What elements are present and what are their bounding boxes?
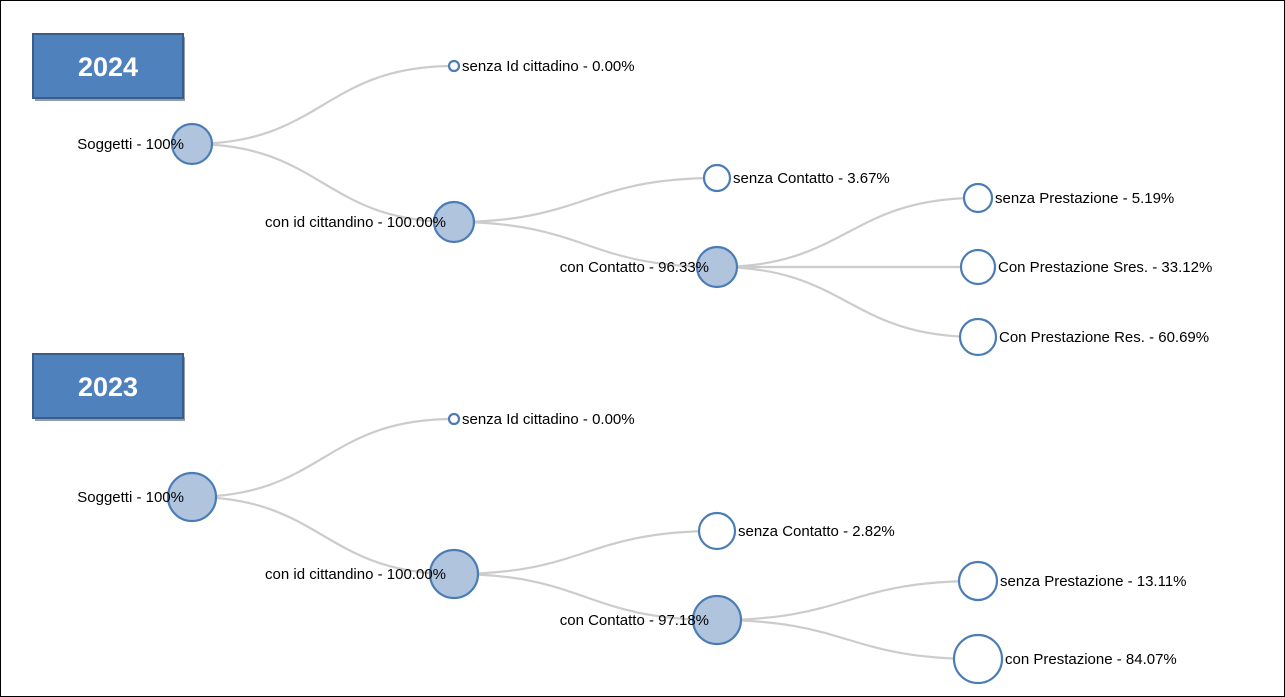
node-label: Con Prestazione Sres. - 33.12% [998,259,1212,276]
node-con-prestazione: con Prestazione - 84.07% [952,633,1177,685]
node-label: con id cittandino - 100.00% [265,566,446,583]
tree-2024: 2024 Soggetti - 100% senza Id cittadino - … [32,33,1212,357]
link-con-contatto-to-senza-prestazione [716,579,979,622]
node-con-id: con id cittandino - 100.00% [265,548,480,600]
year-badge-label: 2023 [78,372,138,402]
node-prestazione-res: Con Prestazione Res. - 60.69% [958,317,1209,357]
node-label: con Contatto - 96.33% [560,259,709,276]
node-circle [166,471,218,523]
node-label: senza Id cittadino - 0.00% [462,411,635,428]
node-senza-contatto: senza Contatto - 3.67% [702,163,890,193]
node-circle [952,633,1004,685]
node-senza-contatto: senza Contatto - 2.82% [697,511,895,551]
link-con-contatto-to-senza-prestazione [716,196,979,269]
node-prestazione-sres: Con Prestazione Sres. - 33.12% [959,248,1212,286]
node-circle [962,182,994,214]
node-circle [432,200,476,244]
node-label: con Prestazione - 84.07% [1005,651,1177,668]
node-circle [447,59,461,73]
node-circle [958,317,998,357]
node-label: senza Prestazione - 13.11% [1000,573,1187,590]
node-con-contatto: con Contatto - 96.33% [560,245,739,289]
node-circle [697,511,737,551]
node-circle [957,560,999,602]
node-senza-prestazione: senza Prestazione - 13.11% [957,560,1187,602]
node-label: con id cittandino - 100.00% [265,214,446,231]
node-circle [702,163,732,193]
node-circle [428,548,480,600]
node-label: Soggetti - 100% [77,489,184,506]
node-label: Soggetti - 100% [77,136,184,153]
link-con-id-to-con-contatto [453,572,718,622]
link-root-to-con-id [191,495,455,576]
node-con-contatto: con Contatto - 97.18% [560,594,743,646]
node-senza-id: senza Id cittadino - 0.00% [447,58,635,75]
year-badge-box [32,353,184,419]
link-root-to-con-id [191,142,455,224]
node-root: Soggetti - 100% [77,471,218,523]
node-circle [695,245,739,289]
node-label: senza Id cittadino - 0.00% [462,58,635,75]
node-label: Con Prestazione Res. - 60.69% [999,329,1209,346]
links [191,417,979,661]
link-con-contatto-to-con-prestazione [716,618,979,661]
node-circle [691,594,743,646]
node-circle [959,248,997,286]
node-con-id: con id cittandino - 100.00% [265,200,476,244]
link-con-id-to-senza-contatto [453,176,718,224]
node-label: senza Prestazione - 5.19% [995,190,1174,207]
link-con-contatto-to-prestazione-res [716,265,979,339]
link-con-id-to-senza-contatto [453,529,718,576]
year-badge-2024: 2024 [32,33,185,101]
link-root-to-senza-id [191,64,455,146]
node-senza-prestazione: senza Prestazione - 5.19% [962,182,1174,214]
node-label: con Contatto - 97.18% [560,612,709,629]
node-circle [447,412,461,426]
year-badge-2023: 2023 [32,353,185,421]
node-label: senza Contatto - 2.82% [738,523,895,540]
year-badge-box [32,33,184,99]
links [191,64,979,339]
node-label: senza Contatto - 3.67% [733,170,890,187]
node-root: Soggetti - 100% [77,122,214,166]
node-senza-id: senza Id cittadino - 0.00% [447,411,635,428]
year-badge-label: 2024 [78,52,138,82]
link-con-id-to-con-contatto [453,220,718,269]
node-circle [170,122,214,166]
tree-2023: 2023 Soggetti - 100% senza Id cittadino - … [32,353,1187,685]
link-root-to-senza-id [191,417,455,499]
